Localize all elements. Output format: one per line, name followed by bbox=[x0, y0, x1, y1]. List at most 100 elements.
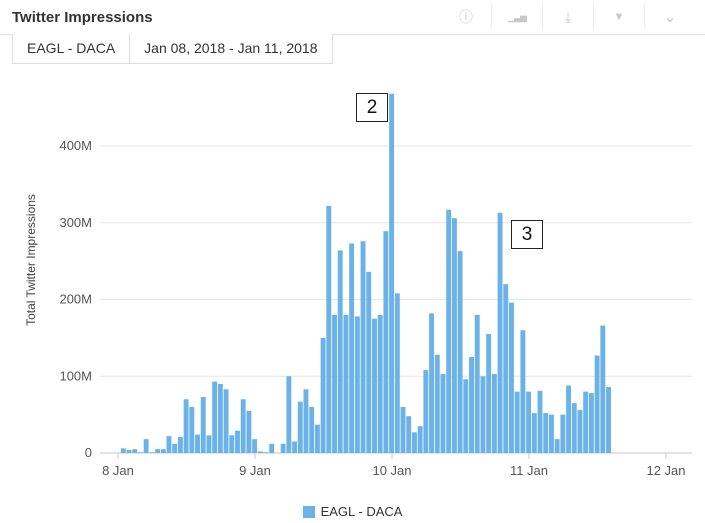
legend-label: EAGL - DACA bbox=[320, 504, 403, 519]
download-icon[interactable]: ⤓ bbox=[542, 4, 593, 30]
bar[interactable] bbox=[480, 376, 486, 453]
bar[interactable] bbox=[434, 354, 440, 453]
filter-icon[interactable]: ▼ bbox=[593, 4, 644, 30]
bar[interactable] bbox=[120, 448, 126, 453]
bar[interactable] bbox=[212, 381, 218, 453]
bar[interactable] bbox=[132, 449, 138, 453]
account-filter[interactable]: EAGL - DACA bbox=[12, 34, 131, 64]
bar[interactable] bbox=[155, 449, 161, 453]
bar[interactable] bbox=[269, 443, 275, 453]
bar-chart-icon[interactable]: ▁▃▅ bbox=[491, 4, 542, 30]
bar[interactable] bbox=[172, 443, 178, 453]
bar[interactable] bbox=[457, 251, 463, 453]
bar[interactable] bbox=[360, 241, 366, 453]
bar[interactable] bbox=[303, 389, 309, 453]
bar[interactable] bbox=[286, 376, 292, 453]
bar[interactable] bbox=[509, 302, 514, 453]
bar[interactable] bbox=[223, 389, 229, 453]
bar[interactable] bbox=[177, 436, 183, 453]
bar[interactable] bbox=[326, 205, 332, 453]
x-tick-label: 11 Jan bbox=[510, 463, 548, 478]
y-tick-label: 0 bbox=[85, 445, 92, 460]
bar[interactable] bbox=[366, 271, 372, 453]
bar[interactable] bbox=[531, 413, 537, 453]
bar[interactable] bbox=[571, 403, 577, 453]
bar[interactable] bbox=[486, 334, 492, 453]
bar[interactable] bbox=[451, 218, 457, 453]
bar[interactable] bbox=[377, 314, 383, 453]
bar[interactable] bbox=[474, 314, 480, 453]
bar[interactable] bbox=[343, 314, 349, 453]
annotation-2: 2 bbox=[356, 93, 388, 122]
bar[interactable] bbox=[560, 414, 566, 454]
bar[interactable] bbox=[566, 385, 572, 453]
bar[interactable] bbox=[520, 330, 526, 453]
bar[interactable] bbox=[126, 449, 132, 453]
bar[interactable] bbox=[583, 391, 589, 453]
bar[interactable] bbox=[429, 313, 435, 453]
bar[interactable] bbox=[229, 435, 235, 453]
bar[interactable] bbox=[337, 250, 343, 453]
bar[interactable] bbox=[217, 383, 223, 453]
bar[interactable] bbox=[246, 410, 252, 453]
bar[interactable] bbox=[200, 396, 206, 453]
bar[interactable] bbox=[514, 391, 520, 453]
bar[interactable] bbox=[491, 373, 497, 453]
bar[interactable] bbox=[240, 399, 246, 453]
bar[interactable] bbox=[503, 284, 509, 453]
bar[interactable] bbox=[554, 439, 560, 453]
bar[interactable] bbox=[257, 451, 263, 453]
bar[interactable] bbox=[383, 231, 389, 453]
bar[interactable] bbox=[400, 406, 406, 453]
bar[interactable] bbox=[411, 432, 417, 453]
bar[interactable] bbox=[543, 413, 549, 453]
bar[interactable] bbox=[423, 370, 429, 453]
bar[interactable] bbox=[446, 209, 452, 453]
bar[interactable] bbox=[463, 379, 469, 453]
bar[interactable] bbox=[600, 325, 606, 453]
bar[interactable] bbox=[548, 414, 554, 454]
bar[interactable] bbox=[195, 434, 200, 453]
bar[interactable] bbox=[137, 452, 143, 453]
bar[interactable] bbox=[235, 430, 240, 453]
bar[interactable] bbox=[166, 436, 172, 453]
panel-toolbar: ⓘ ▁▃▅ ⤓ ▼ ⌄ bbox=[441, 4, 695, 30]
bar[interactable] bbox=[252, 439, 258, 453]
bar[interactable] bbox=[143, 439, 149, 453]
bar[interactable] bbox=[594, 355, 600, 453]
bar[interactable] bbox=[394, 293, 400, 453]
y-tick-label: 400M bbox=[59, 138, 92, 153]
chart-legend[interactable]: EAGL - DACA bbox=[0, 504, 705, 519]
bar[interactable] bbox=[189, 406, 195, 453]
chevron-down-icon[interactable]: ⌄ bbox=[644, 4, 695, 30]
bar[interactable] bbox=[263, 452, 269, 453]
bar[interactable] bbox=[577, 410, 583, 453]
bar[interactable] bbox=[160, 449, 166, 453]
bar[interactable] bbox=[537, 390, 543, 453]
bar[interactable] bbox=[588, 393, 594, 453]
bar[interactable] bbox=[292, 441, 298, 453]
bar[interactable] bbox=[332, 314, 337, 453]
bar[interactable] bbox=[606, 387, 611, 453]
bar[interactable] bbox=[497, 212, 503, 453]
bar[interactable] bbox=[314, 424, 320, 453]
bar[interactable] bbox=[183, 399, 189, 453]
bar[interactable] bbox=[372, 318, 377, 453]
bar[interactable] bbox=[406, 416, 412, 453]
bar[interactable] bbox=[280, 443, 286, 453]
bar[interactable] bbox=[440, 373, 446, 453]
bar[interactable] bbox=[149, 452, 155, 453]
bar[interactable] bbox=[206, 435, 212, 453]
bar[interactable] bbox=[320, 337, 326, 454]
bar[interactable] bbox=[389, 93, 395, 453]
bar[interactable] bbox=[417, 426, 423, 453]
date-range-filter[interactable]: Jan 08, 2018 - Jan 11, 2018 bbox=[130, 34, 333, 64]
info-icon[interactable]: ⓘ bbox=[459, 9, 473, 25]
bar[interactable] bbox=[354, 316, 360, 453]
bar[interactable] bbox=[297, 401, 303, 453]
bar[interactable] bbox=[526, 391, 532, 453]
bar[interactable] bbox=[469, 357, 474, 453]
bar[interactable] bbox=[309, 406, 315, 453]
bar[interactable] bbox=[349, 243, 355, 453]
